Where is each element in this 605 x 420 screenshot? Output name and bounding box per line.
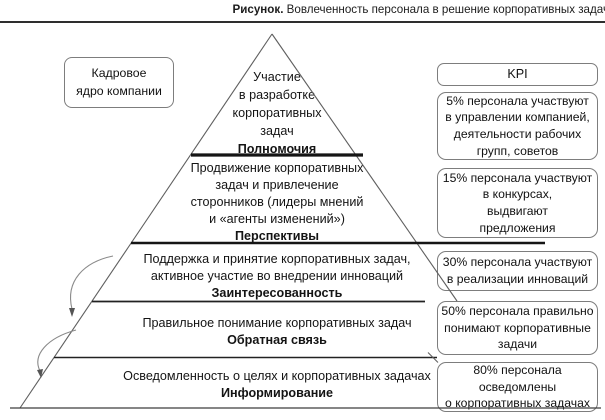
kpi-box-15-percent: 15% персонала участвуют в конкурсах, выд…: [437, 168, 598, 238]
kpi-box-30-percent: 30% персонала участвуют в реализации инн…: [437, 251, 598, 291]
kpi-box-15-percent-text: 15% персонала участвуют в конкурсах, выд…: [442, 170, 593, 235]
pyramid-level-5-keyword: Информирование: [220, 386, 334, 400]
pyramid-level-4: Правильное понимание корпоративных задач…: [102, 315, 452, 349]
figure-caption: Рисунок. Вовлеченность персонала в решен…: [233, 3, 605, 16]
kpi-box-5-percent: 5% персонала участвуют в управлении комп…: [437, 92, 598, 160]
kpi-header-box: KPI: [437, 63, 598, 86]
pyramid-level-2-text: Продвижение корпоративных задач и привле…: [190, 161, 364, 226]
core-staff-box-text: Кадровое ядро компании: [76, 66, 162, 98]
curved-arrow-upper-head-icon: [69, 308, 75, 317]
kpi-box-80-percent-text: 80% персонала осведомлены о корпоративны…: [445, 363, 590, 411]
pyramid-level-5-text: Осведомленность о целях и корпоративных …: [123, 369, 431, 383]
pyramid-level-1: Участие в разработке корпоративных задач…: [192, 68, 362, 158]
top-divider-rule: [0, 21, 605, 23]
pyramid-level-3: Поддержка и принятие корпоративных задач…: [107, 251, 447, 302]
pyramid-level-5: Осведомленность о целях и корпоративных …: [87, 368, 467, 402]
connector-line: [427, 352, 439, 363]
kpi-box-50-percent-text: 50% персонала правильно понимают корпора…: [441, 304, 594, 352]
pyramid-level-1-keyword: Полномочия: [237, 142, 317, 156]
kpi-box-80-percent: 80% персонала осведомлены о корпоративны…: [437, 362, 598, 412]
pyramid-level-4-text: Правильное понимание корпоративных задач: [142, 316, 412, 330]
core-staff-box: Кадровое ядро компании: [64, 57, 174, 108]
figure-caption-text: Вовлеченность персонала в решение корпор…: [283, 3, 605, 16]
pyramid-level-4-keyword: Обратная связь: [227, 333, 327, 347]
pyramid-level-2: Продвижение корпоративных задач и привле…: [157, 160, 397, 245]
pyramid-level-2-keyword: Перспективы: [234, 229, 320, 243]
pyramid-level-1-text: Участие в разработке корпоративных задач: [232, 70, 322, 138]
kpi-box-50-percent: 50% персонала правильно понимают корпора…: [437, 301, 598, 355]
kpi-box-30-percent-text: 30% персонала участвуют в реализации инн…: [442, 255, 593, 286]
curved-arrow-lower: [37, 329, 77, 372]
curved-arrow-lower-head-icon: [37, 369, 43, 378]
pyramid-level-3-keyword: Заинтересованность: [211, 286, 343, 300]
kpi-box-5-percent-text: 5% персонала участвуют в управлении комп…: [445, 93, 590, 158]
pyramid-level-3-text: Поддержка и принятие корпоративных задач…: [143, 252, 411, 283]
figure-caption-label: Рисунок.: [232, 3, 284, 16]
kpi-header-label: KPI: [507, 66, 528, 81]
